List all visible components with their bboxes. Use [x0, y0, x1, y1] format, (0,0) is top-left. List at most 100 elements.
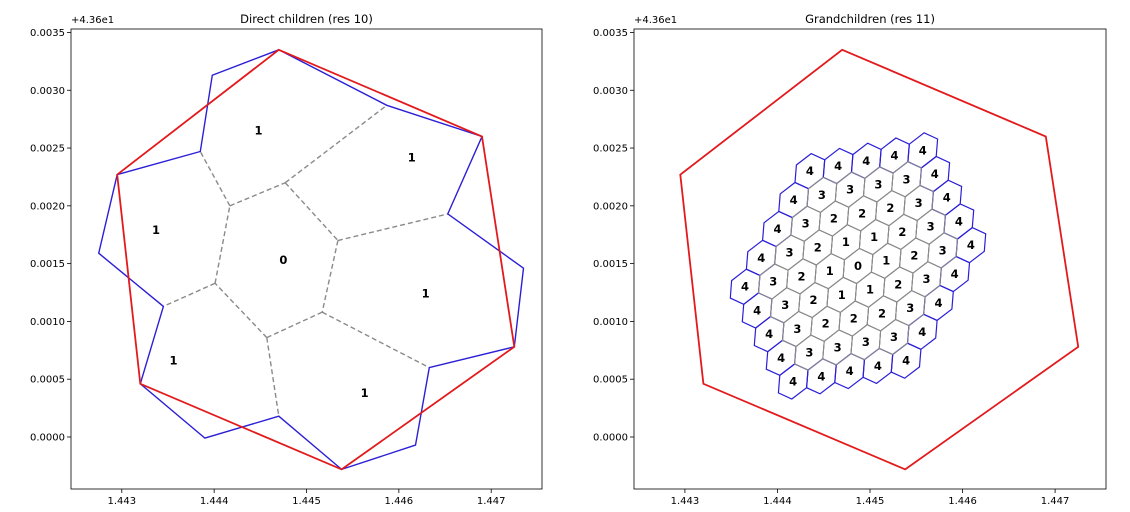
child-boundary-edge	[163, 282, 216, 308]
x-axis-ticks: 1.443 1.444 1.445 1.446 1.447	[671, 489, 1070, 507]
x-tick-label: 1.445	[856, 496, 885, 507]
y-tick-label: 0.0015	[593, 259, 628, 270]
x-tick-label: 1.447	[477, 496, 506, 507]
grandchild-label: 3	[906, 301, 914, 315]
grandchild-label: 3	[922, 272, 930, 286]
grandchild-label: 3	[874, 177, 882, 191]
grandchild-label: 4	[967, 238, 975, 252]
grandchild-label: 4	[931, 167, 939, 181]
grandchild-inner-edge	[927, 232, 959, 269]
cell-label-bottom: 1	[361, 386, 369, 400]
grandchild-label: 3	[890, 330, 898, 344]
axes-frame	[70, 28, 543, 490]
grandchild-label: 0	[854, 259, 862, 273]
grandchild-label: 4	[902, 354, 910, 368]
grandchild-label: 4	[862, 154, 870, 168]
grandchild-label: 3	[862, 335, 870, 349]
grandchild-label: 4	[789, 375, 797, 389]
grandchild-label: 4	[874, 359, 882, 373]
center-cell-edge	[321, 240, 339, 313]
grandchild-label: 4	[753, 303, 761, 317]
grandchild-label: 4	[934, 296, 942, 310]
grandchild-label: 4	[790, 193, 798, 207]
grandchild-label: 1	[838, 288, 846, 302]
y-tick-label: 0.0000	[30, 432, 65, 443]
y-tick-label: 0.0015	[30, 259, 65, 270]
grandchild-label: 4	[741, 280, 749, 294]
grandchild-label: 2	[850, 312, 858, 326]
panel-title: Grandchildren (res 11)	[805, 12, 935, 26]
grandchild-label: 4	[757, 251, 765, 265]
y-tick-label: 0.0035	[30, 28, 65, 39]
grandchild-label: 3	[915, 196, 923, 210]
x-tick-label: 1.446	[948, 496, 977, 507]
y-tick-label: 0.0020	[593, 201, 628, 212]
grandchild-label: 1	[870, 230, 878, 244]
grandchild-label: 3	[785, 246, 793, 260]
center-cell-edge	[214, 205, 231, 284]
y-tick-label: 0.0030	[593, 86, 628, 97]
grandchild-label: 4	[846, 364, 854, 378]
grandchild-label: 1	[842, 235, 850, 249]
center-cell-edge	[266, 311, 323, 339]
y-tick-label: 0.0030	[30, 86, 65, 97]
grandchild-label: 3	[802, 217, 810, 231]
y-tick-label: 0.0025	[30, 144, 65, 155]
axis-offset-label: +4.36e1	[634, 15, 677, 26]
y-axis-ticks: 0.0000 0.0005 0.0010 0.0015 0.0020 0.0025 0.00…	[593, 28, 634, 443]
y-tick-label: 0.0010	[30, 317, 65, 328]
x-tick-label: 1.447	[1041, 496, 1070, 507]
x-tick-label: 1.444	[200, 496, 229, 507]
x-tick-label: 1.446	[385, 496, 414, 507]
grandchild-label: 3	[903, 172, 911, 186]
cell-label-lower-right: 1	[422, 287, 430, 301]
plot-area: 0 1 1 1 1 1 1	[97, 48, 525, 471]
child-boundary-edge	[199, 151, 231, 207]
panel-direct-children: Direct children (res 10) +4.36e1 0 1 1 1 1 1 1…	[30, 12, 543, 507]
x-tick-label: 1.443	[671, 496, 700, 507]
children-outline	[97, 49, 525, 471]
cell-label-top: 1	[254, 124, 262, 138]
grandchild-label: 3	[805, 346, 813, 360]
grandchild-label: 4	[806, 164, 814, 178]
grandchild-label: 1	[882, 254, 890, 268]
grandchild-label: 2	[814, 240, 822, 254]
panel-title: Direct children (res 10)	[240, 12, 373, 26]
grandchild-label: 3	[818, 188, 826, 202]
child-boundary-edge	[284, 104, 388, 184]
center-cell-edge	[229, 182, 286, 207]
y-tick-label: 0.0020	[30, 201, 65, 212]
center-cell-edge	[214, 282, 268, 339]
axes-frame	[633, 28, 1107, 490]
parent-hexagon	[116, 48, 516, 471]
axis-offset-label: +4.36e1	[71, 15, 114, 26]
cell-label-upper-right: 1	[408, 150, 416, 164]
grandchild-label: 4	[891, 149, 899, 163]
y-axis-ticks: 0.0000 0.0005 0.0010 0.0015 0.0020 0.0025 0.00…	[30, 28, 71, 443]
grandchild-label: 1	[826, 264, 834, 278]
x-tick-label: 1.445	[292, 496, 321, 507]
grandchild-label: 2	[878, 306, 886, 320]
x-tick-label: 1.444	[763, 496, 792, 507]
grandchild-label: 2	[898, 225, 906, 239]
grandchild-label: 4	[777, 351, 785, 365]
y-tick-label: 0.0000	[593, 432, 628, 443]
grandchild-label: 3	[927, 220, 935, 234]
grandchild-label: 2	[798, 269, 806, 283]
y-tick-label: 0.0025	[593, 144, 628, 155]
grandchild-label: 2	[910, 249, 918, 263]
grandchild-label: 1	[866, 283, 874, 297]
grandchild-label: 3	[939, 243, 947, 257]
y-tick-label: 0.0035	[593, 28, 628, 39]
grandchild-label: 3	[769, 275, 777, 289]
grandchild-label: 4	[834, 159, 842, 173]
panel-grandchildren: Grandchildren (res 11) +4.36e1 444444333…	[593, 12, 1107, 507]
y-tick-label: 0.0010	[593, 317, 628, 328]
x-axis-ticks: 1.443 1.444 1.445 1.446 1.447	[107, 489, 506, 507]
grandchild-label: 3	[834, 340, 842, 354]
grandchild-label: 2	[822, 317, 830, 331]
grandchild-label: 4	[773, 222, 781, 236]
grandchild-label: 2	[858, 206, 866, 220]
child-boundary-edge	[266, 337, 280, 417]
